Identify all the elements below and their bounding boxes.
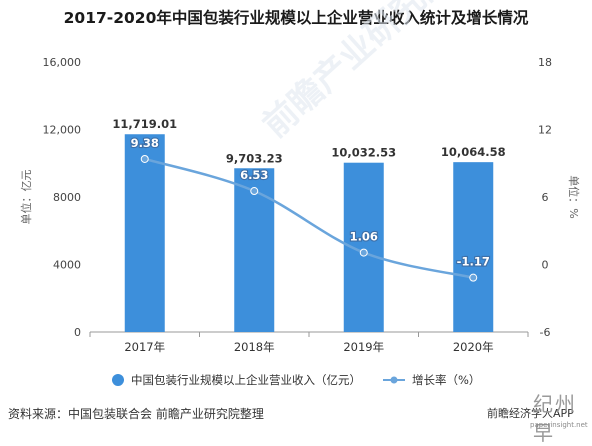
y-right-tick-label: -6 (540, 326, 551, 339)
x-tick-label: 2017年 (124, 340, 165, 354)
bar (453, 162, 494, 332)
growth-rate-label: 1.06 (350, 230, 378, 244)
signature-watermark: 纪州早 (533, 392, 577, 445)
brand-label: 前瞻经济学人APP (487, 407, 574, 420)
y-right-tick-label: 12 (538, 124, 552, 137)
y-left-tick-label: 8000 (53, 191, 81, 204)
legend-marker-point (390, 376, 398, 384)
growth-rate-point (140, 154, 149, 163)
x-tick-label: 2018年 (234, 340, 275, 354)
bar (124, 134, 165, 332)
y-right-tick-label: 0 (542, 259, 549, 272)
growth-rate-point (469, 273, 478, 282)
y-left-tick-label: 0 (74, 326, 81, 339)
x-tick-label: 2019年 (343, 340, 384, 354)
growth-rate-label: 6.53 (240, 168, 268, 182)
growth-rate-point (359, 248, 368, 257)
growth-rate-label: 9.38 (131, 136, 159, 150)
legend-marker-bar (112, 374, 124, 386)
bar (234, 168, 275, 332)
y-right-axis-label: 单位：% (567, 175, 581, 218)
bar-value-label: 11,719.01 (112, 117, 177, 131)
y-left-tick-label: 16,000 (43, 56, 82, 69)
chart: 0 4000 8000 12,000 16,000 -6 0 6 12 18 单位：亿元 单位：% 11… (19, 56, 581, 387)
y-right-tick-label: 6 (542, 191, 549, 204)
legend-label-growth: 增长率（%） (412, 373, 480, 387)
source-note: 资料来源：中国包装联合会 前瞻产业研究院整理 (8, 407, 264, 421)
growth-rate-line (144, 157, 474, 279)
growth-rate-label: -1.17 (457, 255, 490, 269)
y-left-axis-label: 单位：亿元 (19, 170, 33, 225)
y-right-tick-label: 18 (538, 56, 552, 69)
y-left-tick-label: 12,000 (43, 124, 82, 137)
legend-label-revenue: 中国包装行业规模以上企业营业收入（亿元） (131, 373, 361, 387)
bar-value-label: 9,703.23 (226, 151, 283, 165)
site-watermark: paperinsight.net (530, 421, 588, 429)
bar-value-label: 10,032.53 (331, 146, 396, 160)
chart-title: 2017-2020年中国包装行业规模以上企业营业收入统计及增长情况 (63, 9, 529, 27)
y-left-tick-label: 4000 (53, 259, 81, 272)
growth-rate-point (250, 187, 259, 196)
x-tick-label: 2020年 (453, 340, 494, 354)
bar-value-label: 10,064.58 (441, 145, 506, 159)
